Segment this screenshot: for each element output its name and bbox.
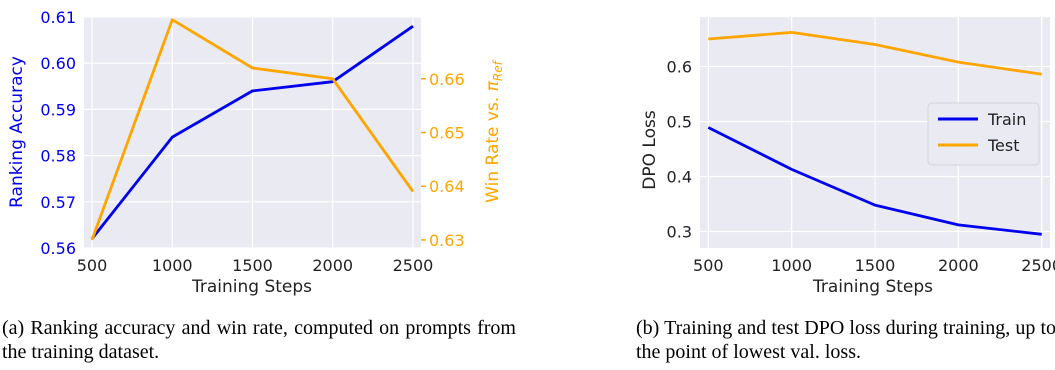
series-lines: [707, 31, 1042, 236]
panel-a-chart: 500 1000 1500 2000 2500 0.56 0.57 0.58 0.59 0.60…: [7, 8, 505, 297]
y-tick-label: 0.59: [40, 100, 76, 119]
legend-label-test: Test: [987, 136, 1020, 155]
y2-tick-label: 0.64: [429, 177, 465, 196]
x-tick-labels: 500 1000 1500 2000 2500: [77, 256, 434, 275]
series-line-win-rate: [90, 18, 415, 241]
x-tick-label: 2500: [1021, 256, 1055, 275]
y-tick-label: 0.3: [667, 223, 692, 242]
y-tick-label: 0.57: [40, 193, 76, 212]
caption-a: (a) Ranking accuracy and win rate, compu…: [2, 317, 516, 363]
y2-tick-label: 0.65: [429, 124, 465, 143]
series-line-train: [707, 126, 1042, 236]
series-lines: [90, 18, 415, 241]
x-tick-label: 500: [77, 256, 108, 275]
y2-tick-labels: 0.63 0.64 0.65 0.66: [421, 70, 465, 250]
x-tick-label: 1500: [232, 256, 273, 275]
x-tick-label: 1000: [771, 256, 812, 275]
x-tick-label: 1500: [855, 256, 896, 275]
caption-b: (b) Training and test DPO loss during tr…: [636, 317, 1055, 363]
y-tick-label: 0.61: [40, 8, 76, 27]
x-tick-labels: 500 1000 1500 2000 2500: [693, 256, 1055, 275]
x-tick-label: 2000: [312, 256, 353, 275]
figure: 500 1000 1500 2000 2500 0.560.570.580.590.60…: [7, 8, 1055, 297]
y-tick-labels: 0.3 0.4 0.5 0.6: [667, 58, 692, 242]
y-tick-label: 0.58: [40, 147, 76, 166]
y2-tick-label: 0.63: [429, 231, 465, 250]
x-axis-label: Training Steps: [812, 277, 933, 297]
y-axis-label: Ranking Accuracy: [7, 56, 27, 208]
y-tick-label: 0.56: [40, 239, 76, 258]
y-tick-label: 0.5: [667, 113, 692, 132]
y-tick-labels: 0.56 0.57 0.58 0.59 0.60 0.61: [40, 8, 76, 258]
x-tick-label: 500: [693, 256, 724, 275]
y-tick-label: 0.6: [667, 58, 692, 77]
x-tick-label: 2500: [393, 256, 434, 275]
y2-axis-label: Win Rate vs. πRef: [483, 59, 505, 202]
legend: Train Test: [927, 102, 1040, 166]
legend-label-train: Train: [987, 110, 1026, 129]
y2-tick-label: 0.66: [429, 70, 465, 89]
y-tick-label: 0.4: [667, 168, 692, 187]
x-tick-label: 2000: [938, 256, 979, 275]
y-tick-label: 0.60: [40, 54, 76, 73]
series-line-ranking-accuracy: [90, 25, 414, 240]
x-tick-label: 1000: [152, 256, 193, 275]
panel-b-chart: 500 1000 1500 2000 2500 0.3 0.4 0.5 0.6 Trainin…: [640, 17, 1055, 297]
y-axis-label: DPO Loss: [640, 110, 660, 190]
series-line-test: [708, 31, 1042, 76]
x-axis-label: Training Steps: [191, 277, 312, 297]
